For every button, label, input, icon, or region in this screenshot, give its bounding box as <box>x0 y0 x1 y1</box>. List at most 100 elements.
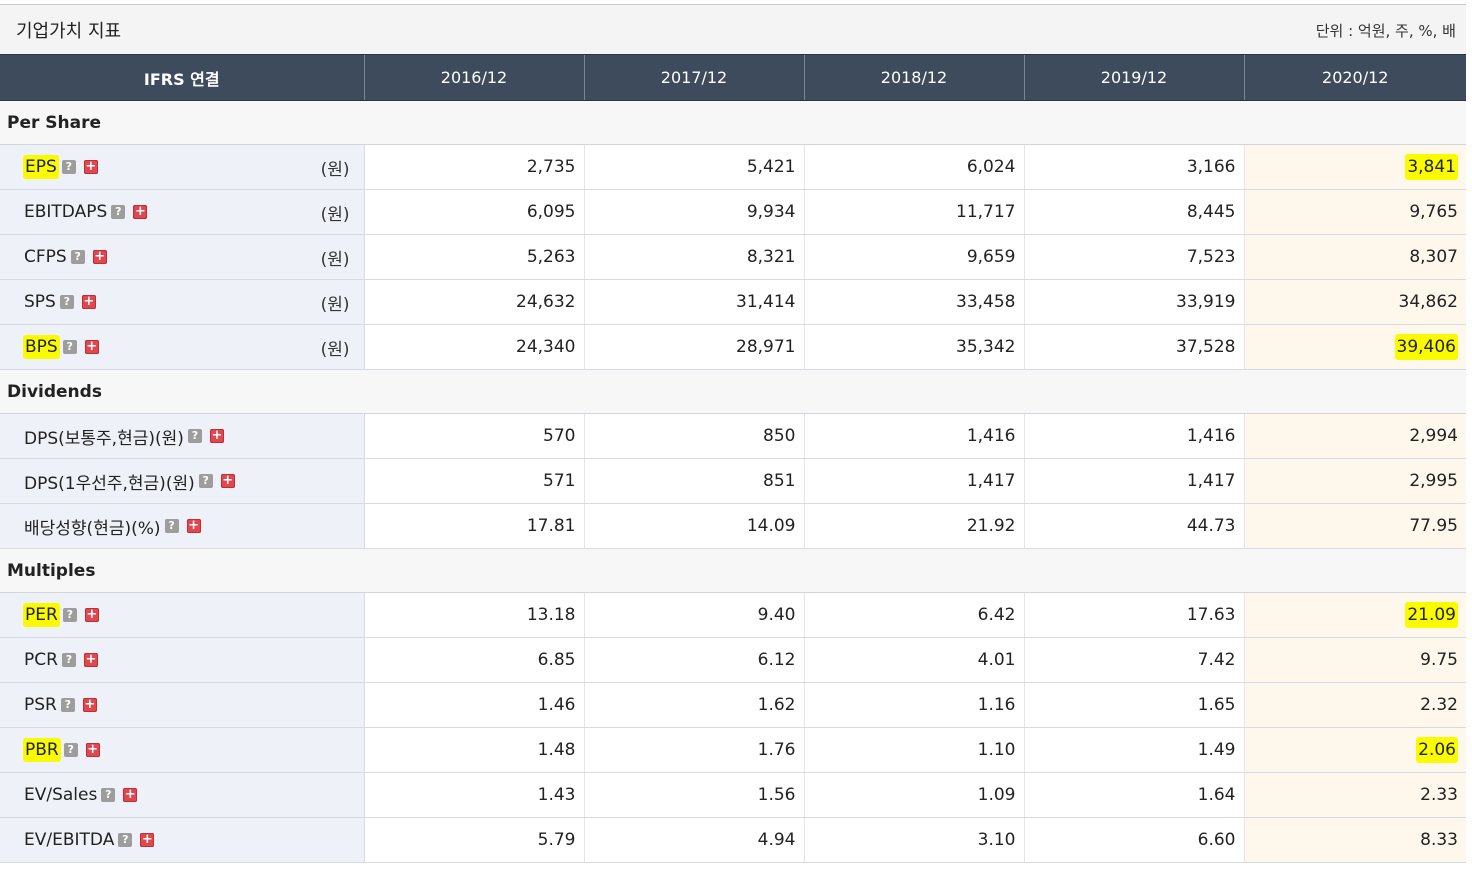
value-cell: 4.01 <box>804 637 1025 683</box>
value-cell: 3.10 <box>804 817 1025 863</box>
help-icon[interactable]: ? <box>61 160 76 174</box>
value-cell: 14.09 <box>584 503 805 549</box>
value-cell: 570 <box>364 413 585 459</box>
value-cell: 6,024 <box>804 144 1025 190</box>
valuation-table: IFRS 연결 2016/12 2017/12 2018/12 2019/12 2020… <box>0 54 1466 863</box>
expand-icon[interactable]: + <box>186 518 201 533</box>
row-label[interactable]: EPS <box>23 155 59 179</box>
section-title: Dividends <box>0 369 1466 414</box>
value-cell: 6,095 <box>364 189 585 235</box>
value-cell: 6.85 <box>364 637 585 683</box>
expand-icon[interactable]: + <box>209 428 224 443</box>
value-cell: 2,995 <box>1244 458 1466 504</box>
row-unit: (원) <box>320 339 350 360</box>
value-cell: 851 <box>584 458 805 504</box>
row-label-cell: PBR? + <box>0 727 365 773</box>
value-cell: 1.49 <box>1024 727 1245 773</box>
value-cell: 17.63 <box>1024 592 1245 638</box>
value-cell: 8.33 <box>1244 817 1466 863</box>
help-icon[interactable]: ? <box>187 429 202 443</box>
row-label[interactable]: 배당성향(현금)(%) <box>24 518 161 539</box>
expand-icon[interactable]: + <box>220 473 235 488</box>
section-header-row: Per Share <box>0 100 1466 145</box>
row-label-cell: BPS? + (원) <box>0 324 365 370</box>
expand-icon[interactable]: + <box>82 697 97 712</box>
help-icon[interactable]: ? <box>60 698 75 712</box>
value-cell: 2.33 <box>1244 772 1466 818</box>
expand-icon[interactable]: + <box>123 787 138 802</box>
table-row: EV/Sales? +1.43 1.56 1.09 1.64 2.33 <box>0 772 1466 818</box>
column-header: 2019/12 <box>1023 54 1244 101</box>
row-label-cell: EBITDAPS? + (원) <box>0 189 365 235</box>
row-unit: (원) <box>320 249 350 270</box>
table-row: SPS? + (원) 24,632 31,414 33,458 33,919 34,862 <box>0 279 1466 325</box>
table-row: 배당성향(현금)(%)? +17.81 14.09 21.92 44.73 77.95 <box>0 503 1466 549</box>
unit-note: 단위 : 억원, 주, %, 배 <box>1315 22 1456 40</box>
help-icon[interactable]: ? <box>63 743 78 757</box>
corner-label: IFRS 연결 <box>0 54 364 101</box>
help-icon[interactable]: ? <box>111 205 126 219</box>
help-icon[interactable]: ? <box>198 474 213 488</box>
table-row: EPS? + (원) 2,735 5,421 6,024 3,166 3,841 <box>0 144 1466 190</box>
value-cell: 3,166 <box>1024 144 1245 190</box>
row-label[interactable]: PER <box>23 603 60 627</box>
row-label[interactable]: PSR <box>24 695 57 715</box>
value-cell: 24,340 <box>364 324 585 370</box>
row-label[interactable]: EV/Sales <box>24 785 98 805</box>
row-label[interactable]: BPS <box>23 335 60 359</box>
help-icon[interactable]: ? <box>164 519 179 533</box>
value-cell: 1.09 <box>804 772 1025 818</box>
row-label-cell: DPS(보통주,현금)(원)? + <box>0 413 365 459</box>
help-icon[interactable]: ? <box>70 250 85 264</box>
value-cell: 33,458 <box>804 279 1025 325</box>
table-row: PSR? +1.46 1.62 1.16 1.65 2.32 <box>0 682 1466 728</box>
row-label-cell: DPS(1우선주,현금)(원)? + <box>0 458 365 504</box>
value-cell: 9,659 <box>804 234 1025 280</box>
help-icon[interactable]: ? <box>59 295 74 309</box>
value-cell: 21.92 <box>804 503 1025 549</box>
row-label[interactable]: PCR <box>24 650 58 670</box>
row-label[interactable]: EV/EBITDA <box>24 830 115 850</box>
column-header: 2018/12 <box>803 54 1024 101</box>
row-label[interactable]: EBITDAPS <box>24 202 108 222</box>
expand-icon[interactable]: + <box>92 249 107 264</box>
expand-icon[interactable]: + <box>140 832 155 847</box>
table-row: PBR? +1.48 1.76 1.10 1.49 2.06 <box>0 727 1466 773</box>
expand-icon[interactable]: + <box>84 339 99 354</box>
expand-icon[interactable]: + <box>84 607 99 622</box>
value-cell: 5,263 <box>364 234 585 280</box>
value-cell: 35,342 <box>804 324 1025 370</box>
expand-icon[interactable]: + <box>85 742 100 757</box>
section-header-row: Multiples <box>0 548 1466 593</box>
value-cell: 6.12 <box>584 637 805 683</box>
row-unit: (원) <box>320 204 350 225</box>
value-cell: 37,528 <box>1024 324 1245 370</box>
row-label-cell: PER? + <box>0 592 365 638</box>
expand-icon[interactable]: + <box>83 652 98 667</box>
value-cell: 571 <box>364 458 585 504</box>
expand-icon[interactable]: + <box>133 204 148 219</box>
table-row: EV/EBITDA? +5.79 4.94 3.10 6.60 8.33 <box>0 817 1466 863</box>
value-cell: 6.42 <box>804 592 1025 638</box>
row-label[interactable]: DPS(1우선주,현금)(원) <box>24 473 195 494</box>
row-label[interactable]: PBR <box>23 738 61 762</box>
help-icon[interactable]: ? <box>101 788 116 802</box>
expand-icon[interactable]: + <box>83 159 98 174</box>
help-icon[interactable]: ? <box>62 608 77 622</box>
row-label-cell: SPS? + (원) <box>0 279 365 325</box>
column-header: 2017/12 <box>583 54 804 101</box>
row-label-cell: CFPS? + (원) <box>0 234 365 280</box>
row-label[interactable]: CFPS <box>24 247 67 267</box>
help-icon[interactable]: ? <box>61 653 76 667</box>
value-cell: 9,765 <box>1244 189 1466 235</box>
help-icon[interactable]: ? <box>62 340 77 354</box>
row-label[interactable]: SPS <box>24 292 56 312</box>
row-label[interactable]: DPS(보통주,현금)(원) <box>24 428 184 449</box>
value-cell: 2.06 <box>1244 727 1466 773</box>
highlighted-value: 3,841 <box>1405 154 1458 180</box>
section-title: Per Share <box>0 100 1466 145</box>
expand-icon[interactable]: + <box>81 294 96 309</box>
help-icon[interactable]: ? <box>118 833 133 847</box>
section-header-row: Dividends <box>0 369 1466 414</box>
value-cell: 850 <box>584 413 805 459</box>
